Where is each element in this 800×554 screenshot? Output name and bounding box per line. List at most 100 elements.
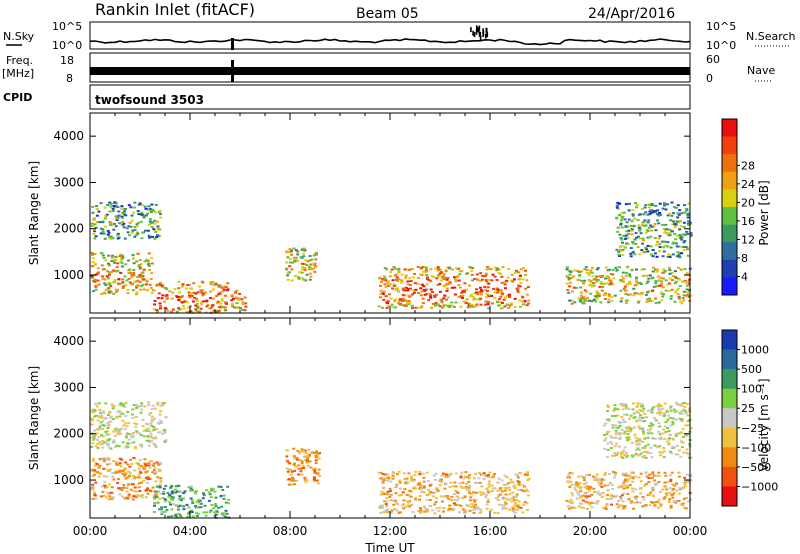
echo-cell [657,498,661,501]
echo-cell [657,222,661,225]
echo-cell [433,296,437,299]
echo-cell [462,300,466,303]
echo-cell [398,494,401,497]
echo-cell [227,498,231,501]
echo-cell [140,464,144,467]
echo-cell [164,287,168,289]
echo-cell [390,509,394,512]
echo-cell [135,403,139,406]
echo-cell [448,282,452,285]
echo-cell [133,201,137,204]
echo-cell [127,225,131,228]
echo-cell [657,480,661,483]
echo-cell [391,287,395,290]
echo-cell [659,503,663,506]
echo-cell [627,498,631,501]
echo-cell [677,492,681,495]
echo-cell [606,442,610,445]
echo-cell [99,421,103,424]
echo-cell [186,306,190,309]
echo-cell [608,481,612,484]
echo-cell [108,495,112,498]
echo-cell [165,297,169,300]
echo-cell [106,270,110,273]
echo-cell [126,443,130,446]
echo-cell [568,270,572,273]
echo-cell [402,499,406,502]
echo-cell [577,493,580,496]
echo-cell [674,401,678,404]
echo-cell [620,226,624,229]
echo-cell [417,482,421,485]
echo-cell [182,508,186,511]
echo-cell [465,298,469,301]
echo-cell [442,297,446,300]
echo-cell [503,489,507,492]
echo-cell [153,504,156,507]
echo-cell [101,491,105,493]
echo-cell [114,258,118,261]
echo-cell [407,294,411,297]
echo-cell [445,283,449,286]
echo-cell [95,428,99,431]
echo-cell [657,214,661,217]
echo-cell [578,274,581,277]
echo-cell [491,273,495,276]
echo-cell [666,419,670,422]
echo-cell [114,470,118,473]
echo-cell [285,467,289,470]
echo-cell [669,405,673,408]
echo-cell [402,507,406,510]
echo-cell [577,505,581,508]
echo-cell [286,460,290,463]
echo-cell [154,436,157,439]
echo-cell [142,288,146,291]
echo-cell [612,277,616,280]
echo-cell [636,447,640,450]
nsky-frame [89,21,691,50]
echo-cell [182,492,186,494]
echo-cell [159,304,163,307]
echo-cell [208,493,212,496]
echo-cell [155,485,159,488]
echo-cell [158,302,162,305]
echo-cell [662,414,666,417]
echo-cell [503,305,507,308]
echo-cell [210,504,214,506]
echo-cell [190,509,194,512]
echo-cell [102,424,106,427]
echo-cell [443,294,447,297]
echo-cell [91,497,95,500]
echo-cell [411,289,415,292]
echo-cell [103,291,107,294]
echo-cell [664,431,667,434]
echo-cell [113,279,117,282]
colorbar-tick-label: 1000 [741,344,769,357]
echo-cell [241,308,245,311]
echo-cell [145,280,149,283]
echo-cell [650,299,654,302]
echo-cell [389,297,393,300]
echo-cell [219,494,223,497]
echo-cell [616,207,620,210]
echo-cell [667,266,671,269]
echo-cell [672,206,676,208]
echo-cell [509,478,513,481]
echo-cell [312,478,316,480]
echo-cell [226,282,230,285]
echo-cell [660,299,664,302]
echo-cell [474,503,478,506]
echo-cell [619,455,623,458]
echo-cell [671,275,675,278]
echo-cell [226,289,230,292]
echo-cell [644,472,648,475]
echo-cell [496,300,499,303]
echo-cell [658,437,661,440]
echo-cell [453,481,457,484]
echo-cell [517,484,521,487]
echo-cell [616,230,620,233]
echo-cell [127,422,131,425]
echo-cell [509,302,513,305]
echo-cell [224,309,228,312]
echo-cell [216,300,220,303]
